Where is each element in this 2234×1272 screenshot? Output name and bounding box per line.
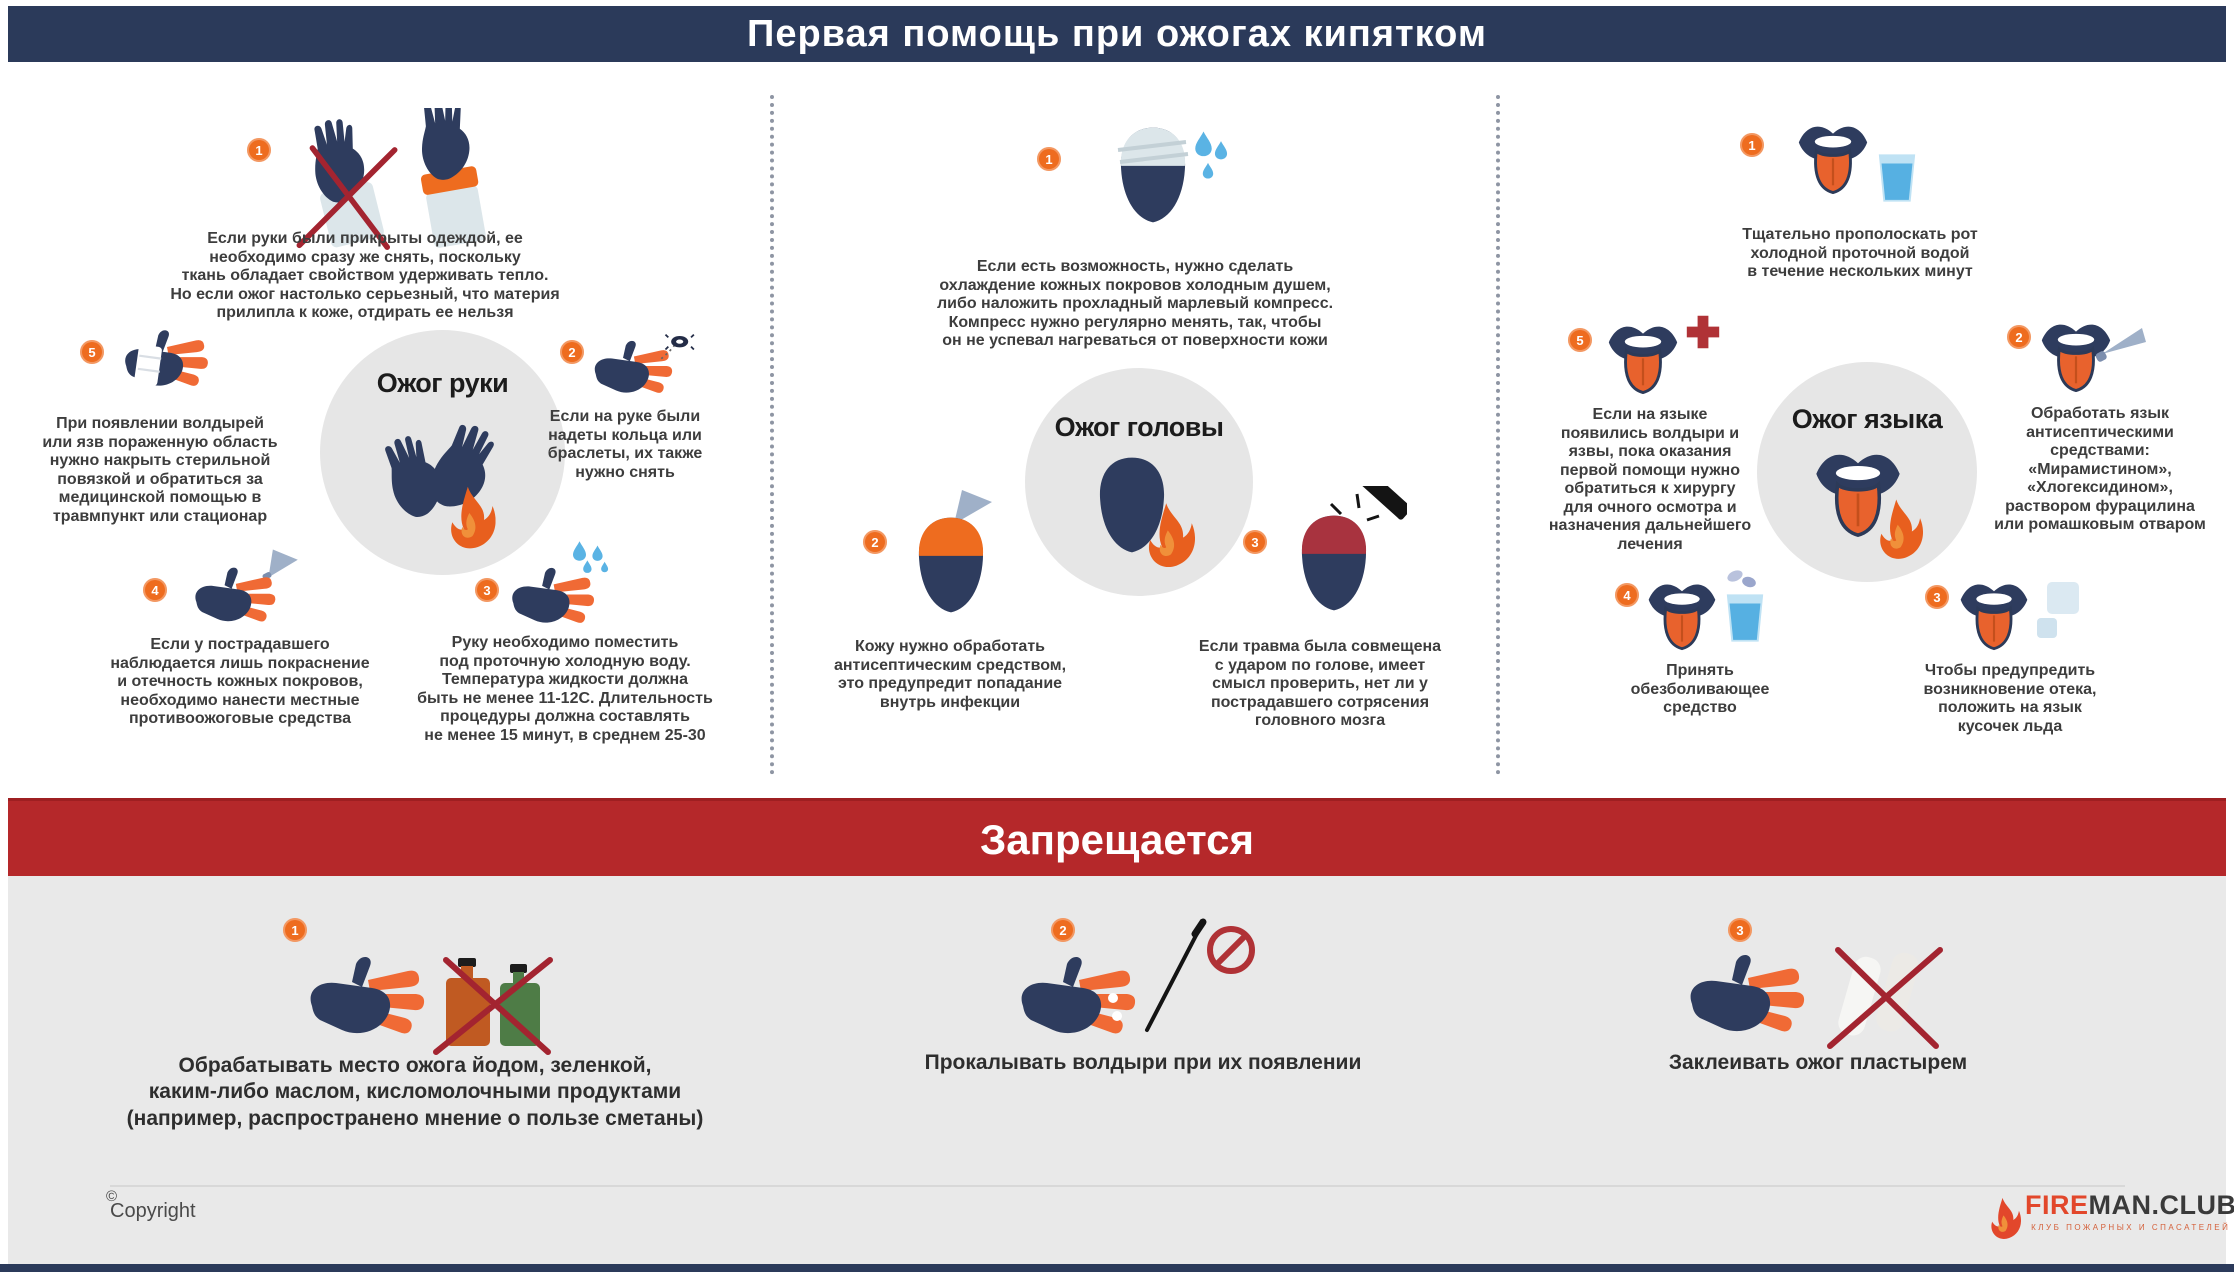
hand-plaster-crossed-icon [1690,947,1943,1049]
logo-tagline: КЛУБ ПОЖАРНЫХ И СПАСАТЕЛЕЙ [2031,1223,2231,1232]
head-burn-circle-title: Ожог головы [1054,412,1224,442]
tongue-step-1-text: Тщательно прополоскать рот холодной прот… [1742,226,1978,281]
prohibited-item-2-text: Прокалывать волдыри при их появлении [924,1051,1362,1074]
step-badge: 4 [1615,583,1639,607]
mouth-glass-icon [1797,125,1916,202]
head-step-2-text: Кожу нужно обработать антисептическим ср… [833,638,1067,711]
step-badge: 2 [1051,918,1075,942]
footer-divider [110,1185,2125,1187]
prohibited-title: Запрещается [979,816,1255,863]
step-badge: 3 [475,578,499,602]
head-step-1-text: Если есть возможность, нужно сделать охл… [936,258,1334,350]
step-badge: 3 [1925,585,1949,609]
mouth-pills-glass-icon [1647,570,1764,651]
step-badge: 3 [1728,918,1752,942]
logo-fire-text: FIRE [2025,1190,2089,1220]
step-badge: 2 [863,530,887,554]
poster-title: Первая помощь при ожогах кипятком [747,12,1487,55]
hand-step-4-text: Если у пострадавшего наблюдается лишь по… [110,636,370,728]
step-badge: 1 [283,918,307,942]
step-badge: 2 [2007,325,2031,349]
logo-rest-text: MAN.CLUB [2088,1190,2234,1220]
tongue-step-3-text: Чтобы предупредить возникновение отека, … [1923,662,2097,735]
hand-under-water-icon [512,541,609,623]
copyright-icon: © [106,1188,118,1205]
step-badge: 5 [1568,328,1592,352]
header-banner: Первая помощь при ожогах кипятком [8,6,2226,62]
tongue-burn-circle: Ожог языка [1757,362,1977,582]
column-divider [770,95,774,775]
fireman-club-logo[interactable]: FIREMAN.CLUB КЛУБ ПОЖАРНЫХ И СПАСАТЕЛЕЙ [1985,1192,2234,1246]
hand-bottles-crossed-icon [310,957,553,1055]
step-badge: 2 [560,340,584,364]
ring-removal-icon [594,333,695,393]
step-badge: 5 [80,340,104,364]
tongue-burn-circle-title: Ожог языка [1791,404,1943,434]
head-antiseptic-icon [918,490,992,613]
hand-ointment-icon [195,549,298,622]
mouth-flame-icon [1814,452,1923,559]
head-impact-icon [1301,486,1407,611]
step-badge: 3 [1243,530,1267,554]
mouth-medical-cross-icon [1607,315,1720,395]
tongue-step-4-text: Принять обезболивающее средство [1630,662,1770,717]
column-divider [1496,95,1500,775]
hand-step-5-text: При появлении волдырей или язв пораженну… [42,415,278,525]
glove-removed-icon [296,108,486,250]
hand-step-1-text: Если руки были прикрыты одеждой, ее необ… [170,230,560,322]
copyright-text: Copyright [110,1200,196,1222]
head-burn-circle: Ожог головы [1025,368,1253,596]
head-bandage-drops-icon [1117,127,1228,223]
head-flame-icon [1099,457,1195,568]
flame-logo-icon [1991,1197,2021,1239]
copyright-label: © Copyright [106,1188,196,1223]
hand-step-3-text: Руку необходимо поместить под проточную … [417,634,713,744]
step-badge: 4 [143,578,167,602]
hands-flame-icon [373,418,500,549]
mouth-ice-icon [1959,582,2079,651]
prohibited-section [8,876,2226,1264]
hand-bandaged-icon [125,330,208,386]
mouth-antiseptic-icon [2040,323,2146,393]
bottom-border [0,1264,2234,1272]
step-badge: 1 [247,138,271,162]
logo-text: FIREMAN.CLUB КЛУБ ПОЖАРНЫХ И СПАСАТЕЛЕЙ [2025,1190,2234,1233]
hand-burn-circle-title: Ожог руки [376,368,509,398]
head-step-3-text: Если травма была совмещена с ударом по г… [1198,638,1442,730]
tongue-step-2-text: Обработать язык антисептическими средств… [1994,405,2206,534]
hand-step-2-text: Если на руке были надеты кольца или брас… [547,408,703,481]
prohibited-item-3-text: Заклеивать ожог пластырем [1668,1051,1968,1074]
prohibited-banner: Запрещается [8,798,2226,879]
hand-burn-circle: Ожог руки [320,330,565,575]
tongue-step-5-text: Если на языке появились волдыри и язвы, … [1548,406,1752,553]
prohibited-item-1-text: Обрабатывать место ожога йодом, зеленкой… [126,1054,704,1130]
step-badge: 1 [1037,147,1061,171]
hand-needle-no-icon [1021,918,1255,1034]
step-badge: 1 [1740,133,1764,157]
